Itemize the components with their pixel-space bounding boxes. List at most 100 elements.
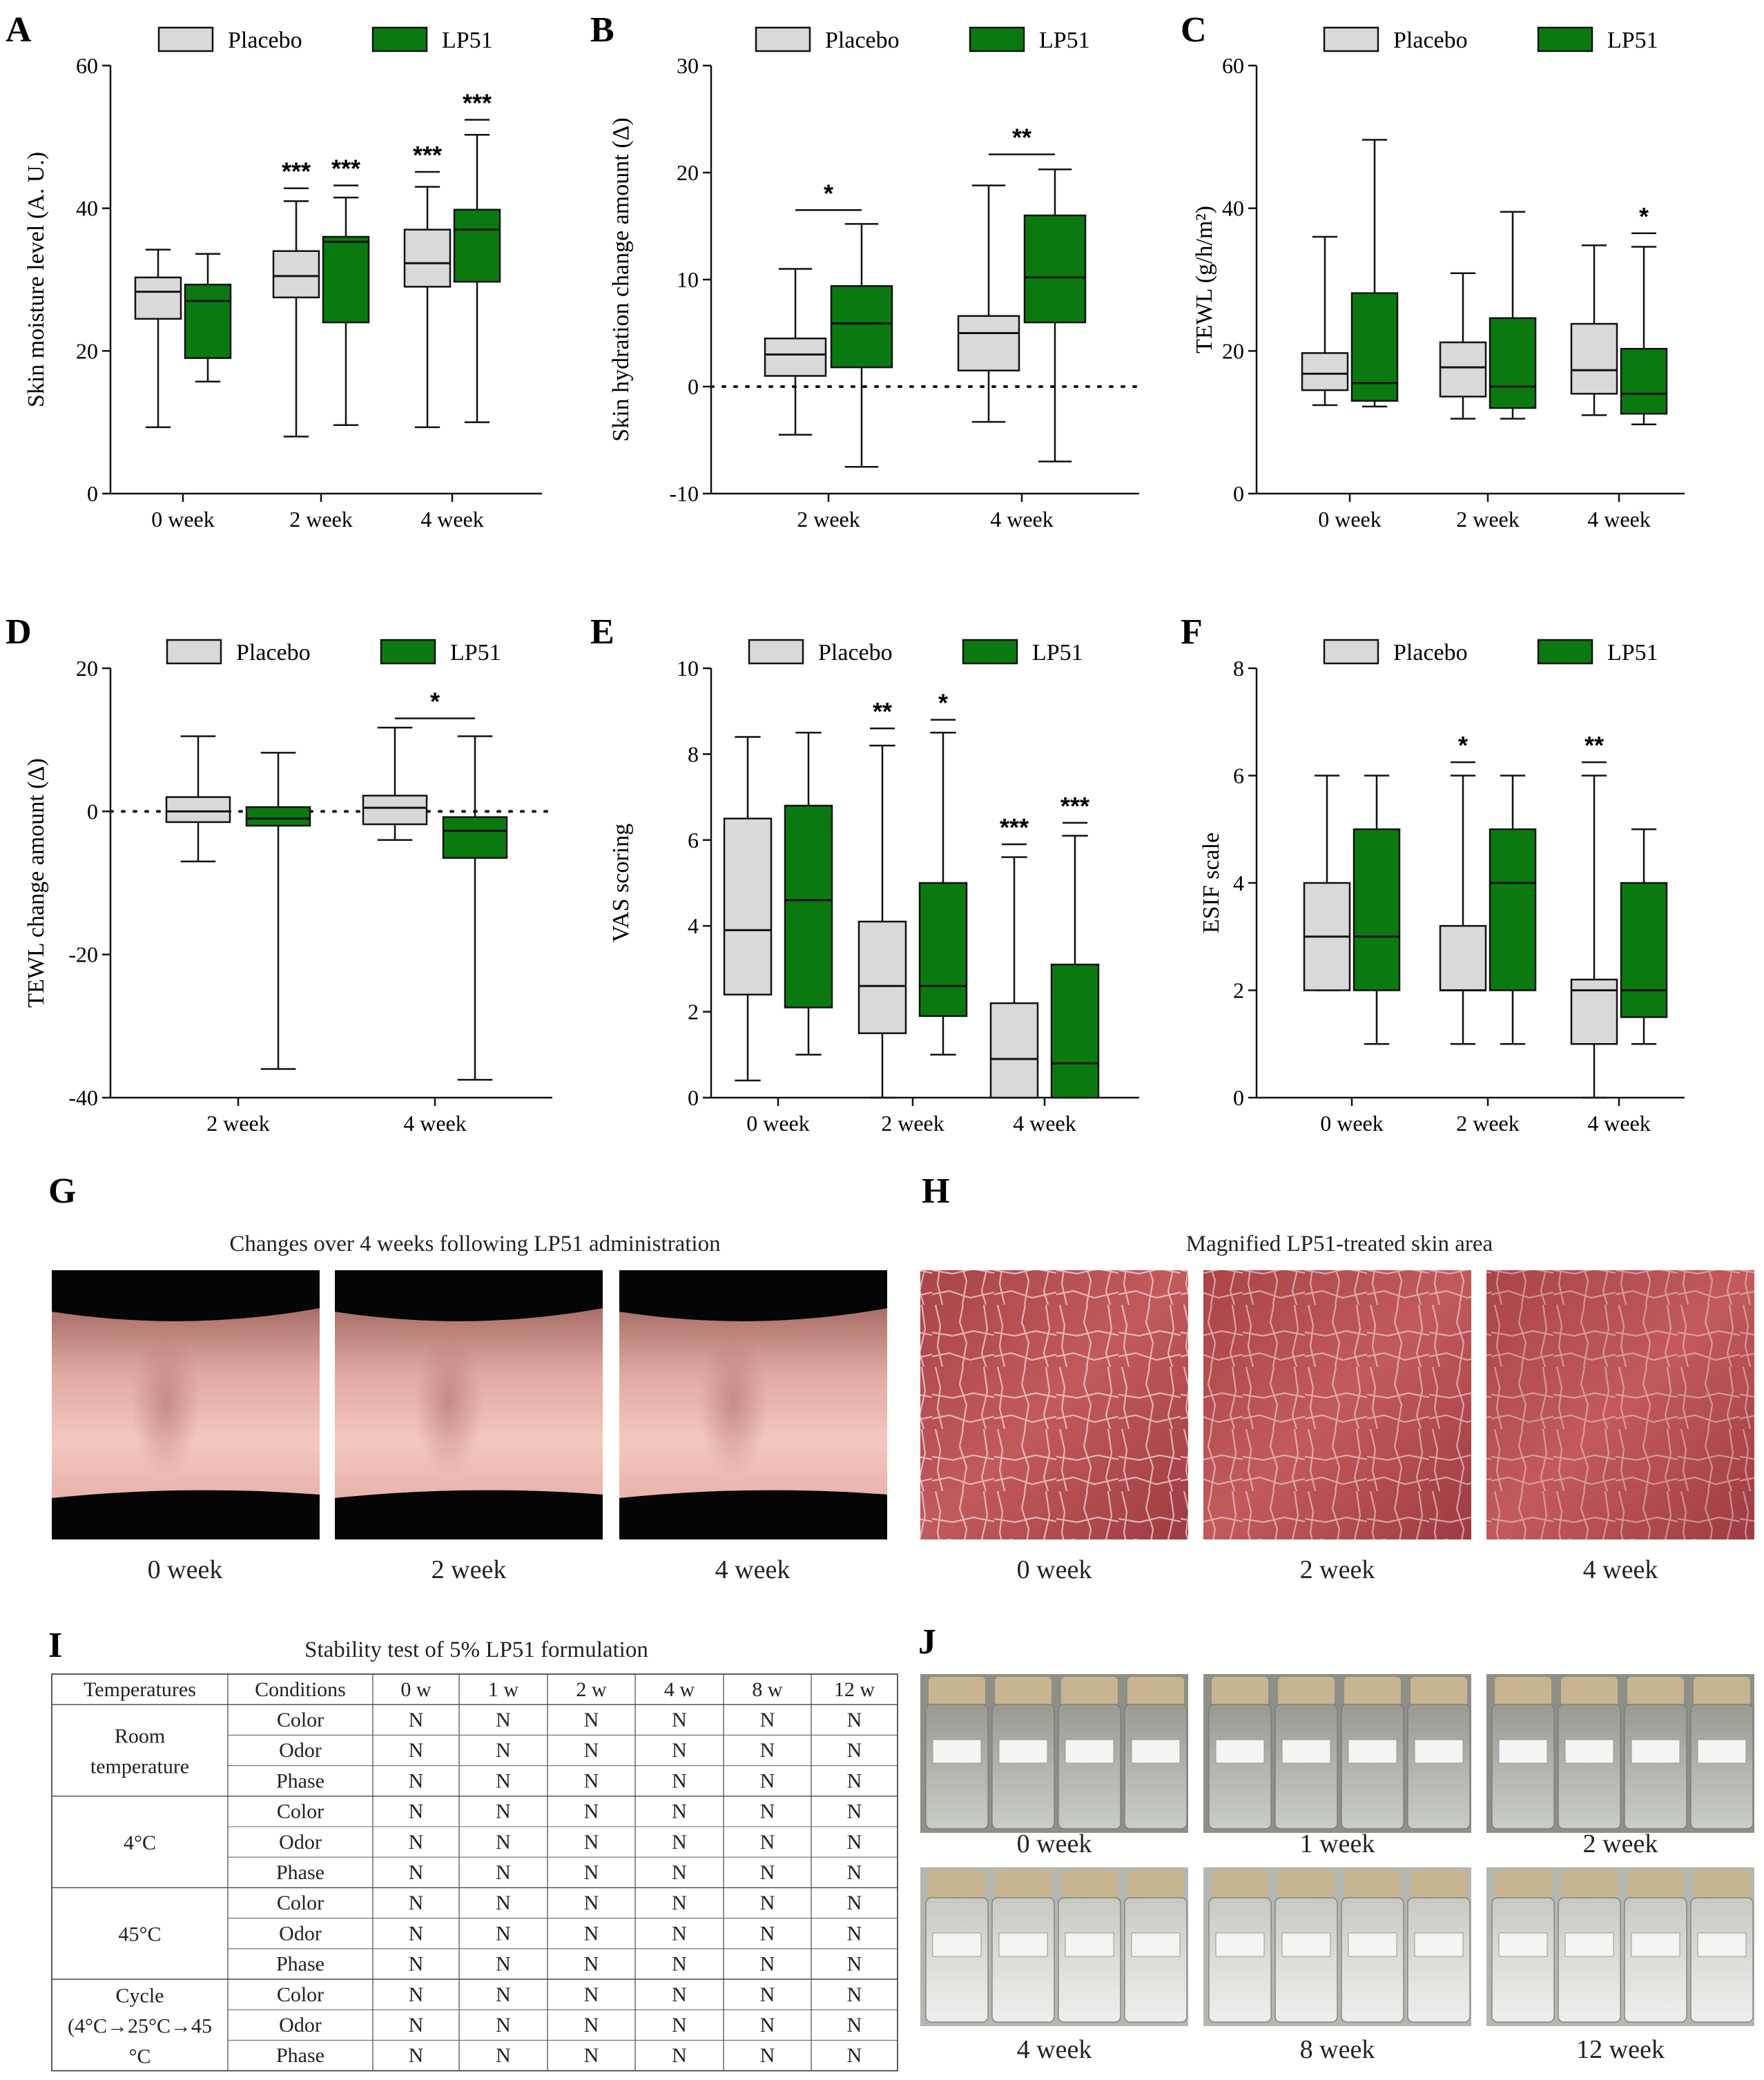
chart-a: A 0 20 40 60 Skin moisture level (A. U.) 0 wee…	[6, 10, 542, 532]
y-tick-label: 8	[1233, 656, 1244, 681]
vial-body	[1058, 1704, 1121, 1829]
x-tick-label: 2 week	[289, 507, 353, 532]
chart-f: F 0 2 4 6 8 ESIF scale 0 week 2 week 4 week Placeb…	[1181, 612, 1685, 1136]
vial-label	[1131, 1739, 1181, 1764]
box-iqr	[918, 882, 968, 1018]
table-cell-value: N	[672, 1831, 687, 1854]
box-lp51-2	[1620, 828, 1668, 1045]
legend-label-placebo: Placebo	[818, 640, 893, 665]
table-cell-value: N	[672, 1800, 687, 1823]
vial-photo-2: 2 week	[1486, 1674, 1754, 1858]
significance-stars: ***	[1060, 792, 1089, 820]
x-tick-label: 2 week	[881, 1111, 944, 1136]
vial-body	[1208, 1897, 1272, 2023]
box-iqr	[784, 804, 833, 1009]
vial-label	[932, 1739, 982, 1764]
box-placebo-0	[134, 249, 182, 429]
legend-swatch-lp51	[380, 639, 436, 665]
box-placebo-0	[764, 268, 827, 436]
vial-body	[991, 1704, 1055, 1829]
significance-stars: ***	[282, 157, 311, 186]
vial-label	[1065, 1739, 1114, 1764]
box-lp51-2	[1050, 835, 1100, 1099]
vial-body	[1274, 1704, 1338, 1829]
vial-caption: 4 week	[1017, 2035, 1092, 2064]
vial-cap	[1694, 1870, 1750, 1899]
vial-body	[1624, 1897, 1687, 2023]
vial-label	[998, 1739, 1048, 1764]
box-iqr	[1350, 292, 1399, 402]
table-cell-value: N	[584, 1769, 599, 1792]
table-cell-value: N	[847, 1769, 862, 1792]
legend-swatch-placebo	[755, 26, 811, 52]
box-placebo-2	[1570, 244, 1618, 416]
vial-cap	[929, 1870, 985, 1899]
legend-label-lp51: LP51	[1039, 28, 1090, 53]
vial-label	[1414, 1932, 1464, 1957]
box-lp51-1	[918, 732, 968, 1056]
panel-label-d: D	[6, 612, 32, 652]
vial-cap	[1627, 1677, 1684, 1706]
box-placebo-0	[1303, 775, 1351, 991]
vial-photos: 0 week 1 week 2 week 4 week 8 week 12 week	[920, 1674, 1754, 2064]
table-cell-condition: Odor	[279, 1831, 322, 1854]
legend-swatch-placebo	[748, 639, 804, 665]
vial-cap	[1212, 1677, 1268, 1706]
panel-label-a: A	[6, 10, 32, 50]
arm-photo-2	[335, 1270, 603, 1539]
box-iqr	[957, 315, 1020, 372]
table-cell-value: N	[584, 2014, 599, 2037]
table-cell-condition: Odor	[279, 1739, 322, 1762]
y-tick-label: 0	[688, 1085, 699, 1110]
significance-marker: *	[1631, 202, 1656, 235]
y-tick-label: 2	[1233, 978, 1244, 1003]
table-header-cell: 4 w	[664, 1678, 695, 1701]
table-header-cell: 12 w	[834, 1678, 875, 1701]
vial-photo-4: 8 week	[1203, 1867, 1471, 2064]
table-cell-value: N	[409, 1831, 424, 1854]
panel-label-i: I	[48, 1626, 62, 1665]
box-lp51-2	[1620, 246, 1668, 426]
significance-marker: ***	[331, 155, 360, 186]
vial-body	[1407, 1897, 1471, 2023]
table-cell-value: N	[760, 1769, 775, 1792]
table-cell-value: N	[847, 1983, 862, 2006]
panel-label-c: C	[1181, 10, 1207, 50]
table-cell-value: N	[760, 1861, 775, 1884]
box-lp51-0	[184, 253, 232, 383]
box-iqr	[764, 338, 827, 377]
y-tick-label: 40	[76, 196, 98, 221]
table-cell-value: N	[496, 1861, 511, 1884]
vial-label	[1631, 1739, 1680, 1764]
table-group-name: (4°C→25°C→45	[68, 2014, 212, 2037]
table-cell-value: N	[847, 1831, 862, 1854]
vial-label	[1564, 1739, 1614, 1764]
box-iqr	[245, 806, 311, 827]
table-cell-value: N	[847, 2014, 862, 2037]
table-cell-value: N	[760, 1831, 775, 1854]
table-cell-value: N	[409, 1800, 424, 1823]
box-lp51-0	[830, 223, 893, 468]
y-tick-label: 0	[688, 374, 699, 399]
legend-swatch-lp51	[1537, 639, 1593, 665]
table-cell-value: N	[584, 1709, 599, 1731]
box-iqr	[857, 920, 907, 1034]
box-lp51-1	[1023, 168, 1087, 463]
vial-label	[1065, 1932, 1114, 1957]
y-tick-label: 30	[677, 53, 699, 78]
y-axis-label: VAS scoring	[608, 824, 634, 942]
box-iqr	[1023, 214, 1087, 324]
panel-g-title: Changes over 4 weeks following LP51 admi…	[229, 1232, 720, 1256]
vial-caption: 12 week	[1576, 2035, 1665, 2064]
panel-label-g: G	[48, 1172, 76, 1211]
significance-stars: ***	[1000, 813, 1029, 842]
box-iqr	[830, 285, 893, 369]
legend-swatch-lp51	[1537, 26, 1593, 52]
table-cell-value: N	[672, 1769, 687, 1792]
table-cell-value: N	[409, 1861, 424, 1884]
table-cell-value: N	[672, 1892, 687, 1914]
vial-body	[1341, 1897, 1404, 2023]
legend: Placebo LP51	[1323, 639, 1658, 665]
box-iqr	[1489, 317, 1537, 409]
panel-g: G Changes over 4 weeks following LP51 ad…	[48, 1172, 887, 1584]
